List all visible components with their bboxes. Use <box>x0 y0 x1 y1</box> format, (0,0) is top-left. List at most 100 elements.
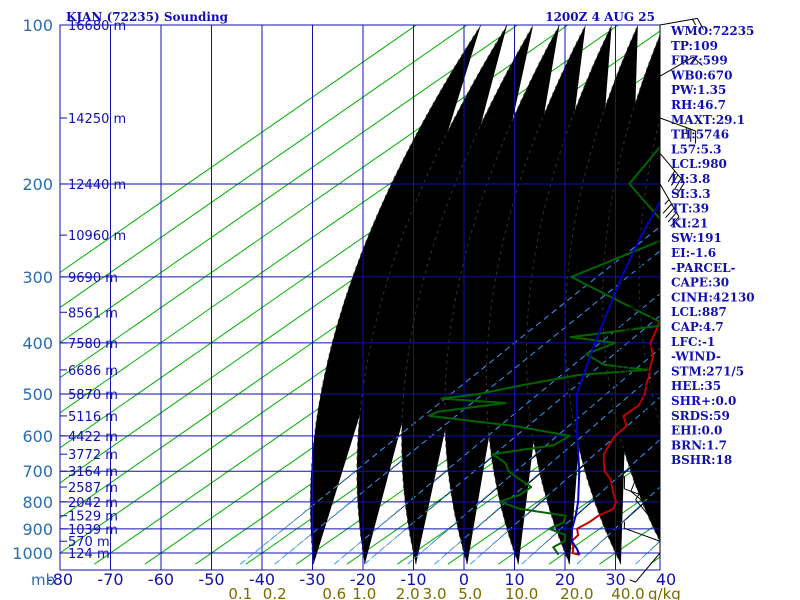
pressure-tick-label: 200 <box>22 175 53 194</box>
index-value: LCL:887 <box>671 305 727 319</box>
wind-barbs <box>616 17 704 583</box>
height-label: 12440 m <box>68 178 126 193</box>
pressure-unit-label: mb <box>31 571 55 589</box>
wind-barb <box>659 183 680 227</box>
index-value: SW:191 <box>671 231 722 245</box>
index-value: TP:109 <box>671 39 718 53</box>
height-label: 124 m <box>68 547 110 562</box>
height-label: 3164 m <box>68 465 118 480</box>
height-label: 1529 m <box>68 510 118 525</box>
pressure-tick-label: 100 <box>22 16 53 35</box>
index-value: CAPE:30 <box>671 276 729 290</box>
sounding-traces <box>428 145 660 556</box>
index-value: EI:-1.6 <box>671 246 716 260</box>
temperature-tick-label: -80 <box>47 570 73 589</box>
height-label: 9690 m <box>68 271 118 286</box>
wind-barb <box>659 17 704 30</box>
index-value: EHI:0.0 <box>671 424 722 438</box>
temperature-tick-label: -50 <box>198 570 224 589</box>
index-value: MAXT:29.1 <box>671 113 745 127</box>
index-value: L57:5.3 <box>671 142 721 156</box>
index-value: HEL:35 <box>671 379 721 393</box>
height-label: 3772 m <box>68 448 118 463</box>
temperature-tick-label: -30 <box>299 570 325 589</box>
height-label: 7580 m <box>68 337 118 352</box>
temperature-tick-label: -10 <box>400 570 426 589</box>
temperature-tick-label: 10 <box>504 570 524 589</box>
wind-barb <box>659 56 703 77</box>
index-value: WB0:670 <box>670 68 732 82</box>
dry-adiabat <box>602 33 660 543</box>
wind-barb <box>629 552 661 583</box>
pressure-tick-label: 600 <box>22 427 53 446</box>
wind-barb <box>616 342 661 357</box>
index-value: KI:21 <box>671 216 708 230</box>
height-label: 14250 m <box>68 112 126 127</box>
wind-barb <box>635 494 661 530</box>
height-labels: 16680 m 14250 m 12440 m 10960 m 9690 m 8561 m… <box>60 19 126 562</box>
index-value: CINH:42130 <box>671 290 755 304</box>
height-label: 2042 m <box>68 496 118 511</box>
wind-barb <box>659 153 685 194</box>
pressure-tick-label: 700 <box>22 462 53 481</box>
pressure-tick-label: 900 <box>22 520 53 539</box>
mixing-ratio-tick-label: 1.0 <box>352 585 376 600</box>
wind-barb <box>626 439 661 472</box>
wind-barb <box>659 117 697 144</box>
index-value: -WIND- <box>671 350 721 364</box>
wind-barb <box>626 362 661 395</box>
height-label: 10960 m <box>68 229 126 244</box>
temperature-trace <box>570 319 660 556</box>
stability-indices: WMO:72235TP:109FRZ:599WB0:670PW:1.35RH:4… <box>670 24 755 467</box>
pressure-tick-label: 400 <box>22 334 53 353</box>
index-value: TH:5746 <box>671 128 729 142</box>
temperature-tick-label: -20 <box>350 570 376 589</box>
mixing-ratio-tick-label: 5.0 <box>458 585 482 600</box>
index-value: BRN:1.7 <box>671 438 727 452</box>
index-value: LFC:-1 <box>671 335 715 349</box>
mixing-ratio-tick-label: 10.0 <box>505 585 538 600</box>
index-value: CAP:4.7 <box>671 320 724 334</box>
index-value: TT:39 <box>671 202 709 216</box>
wind-barb <box>635 375 661 417</box>
mixing-ratio-tick-label: 3.0 <box>423 585 447 600</box>
isotherm <box>60 25 519 344</box>
height-label: 8561 m <box>68 306 118 321</box>
wind-barb <box>630 479 661 517</box>
wind-barb <box>623 521 661 542</box>
index-value: WMO:72235 <box>670 24 754 38</box>
dewpoint-trace <box>428 145 660 556</box>
isotherm <box>60 25 418 274</box>
height-label: 16680 m <box>68 19 126 34</box>
height-label: 1039 m <box>68 523 118 538</box>
mixing-ratio-tick-label: 0.6 <box>322 585 346 600</box>
index-value: -PARCEL- <box>671 261 736 275</box>
index-value: FRZ:599 <box>671 54 728 68</box>
index-value: SI:3.3 <box>671 187 711 201</box>
mixing-ratio-tick-label: 40.0 <box>611 585 644 600</box>
pressure-tick-label: 1000 <box>12 544 53 563</box>
valid-time: 1200Z 4 AUG 25 <box>545 10 655 24</box>
dry-adiabats <box>309 25 660 565</box>
index-value: BSHR:18 <box>671 453 732 467</box>
station-title: KJAN (72235) Sounding <box>66 10 229 24</box>
height-label: 6686 m <box>68 364 118 379</box>
height-label: 570 m <box>68 535 110 550</box>
index-value: SHR+:0.0 <box>671 394 736 408</box>
index-value: STM:271/5 <box>671 364 744 378</box>
parcel-trace <box>570 199 660 556</box>
temperature-tick-label: 30 <box>605 570 625 589</box>
height-label: 4422 m <box>68 430 118 445</box>
pressure-tick-label: 800 <box>22 493 53 512</box>
isotherm <box>60 25 468 309</box>
height-label: 2587 m <box>68 481 118 496</box>
temperature-tick-label: -70 <box>97 570 123 589</box>
mixing-ratio-tick-label: 0.2 <box>263 585 287 600</box>
wind-barb <box>617 311 661 332</box>
temperature-tick-label: 0 <box>459 570 469 589</box>
temperature-tick-label: -60 <box>148 570 174 589</box>
mixing-ratio-tick-label: 20.0 <box>560 585 593 600</box>
wind-barb <box>634 234 661 272</box>
